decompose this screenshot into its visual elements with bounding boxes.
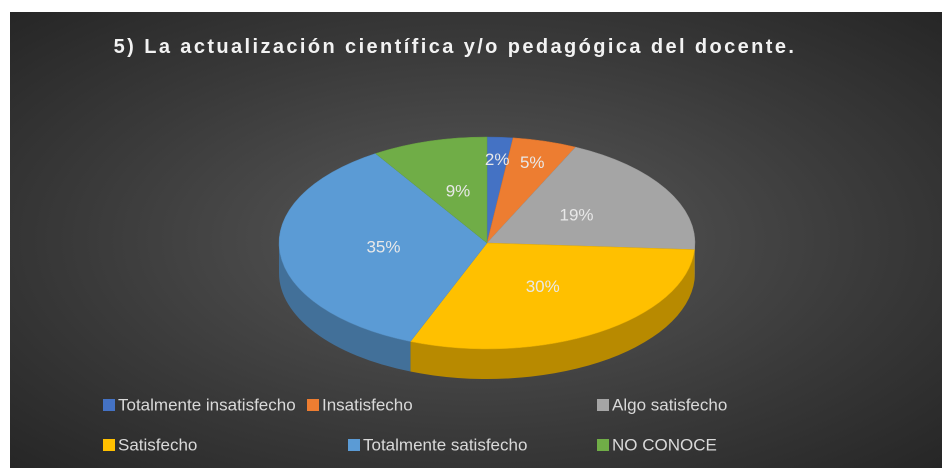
chart-title: 5) La actualización científica y/o pedag… — [113, 36, 797, 58]
legend-swatch — [597, 439, 609, 451]
pie-side — [279, 243, 411, 372]
pie-slice — [409, 242, 695, 350]
data-label: 30% — [526, 277, 560, 296]
data-label: 5% — [520, 153, 545, 172]
legend-label: Satisfecho — [118, 435, 197, 454]
pie-slice — [486, 146, 696, 250]
pie-slice — [375, 136, 488, 244]
data-label: 9% — [446, 182, 471, 201]
legend-label: NO CONOCE — [612, 435, 717, 454]
data-label: 35% — [366, 237, 400, 256]
legend-label: Totalmente satisfecho — [363, 435, 527, 454]
data-label: 2% — [485, 150, 510, 169]
legend-swatch — [103, 439, 115, 451]
legend-swatch — [103, 399, 115, 411]
data-label: 19% — [560, 206, 594, 225]
legend-label: Insatisfecho — [322, 395, 413, 414]
legend-swatch — [597, 399, 609, 411]
legend-label: Algo satisfecho — [612, 395, 727, 414]
legend-label: Totalmente insatisfecho — [118, 395, 296, 414]
legend-swatch — [307, 399, 319, 411]
pie-slice — [278, 153, 488, 342]
legend-swatch — [348, 439, 360, 451]
pie-side — [410, 249, 695, 379]
